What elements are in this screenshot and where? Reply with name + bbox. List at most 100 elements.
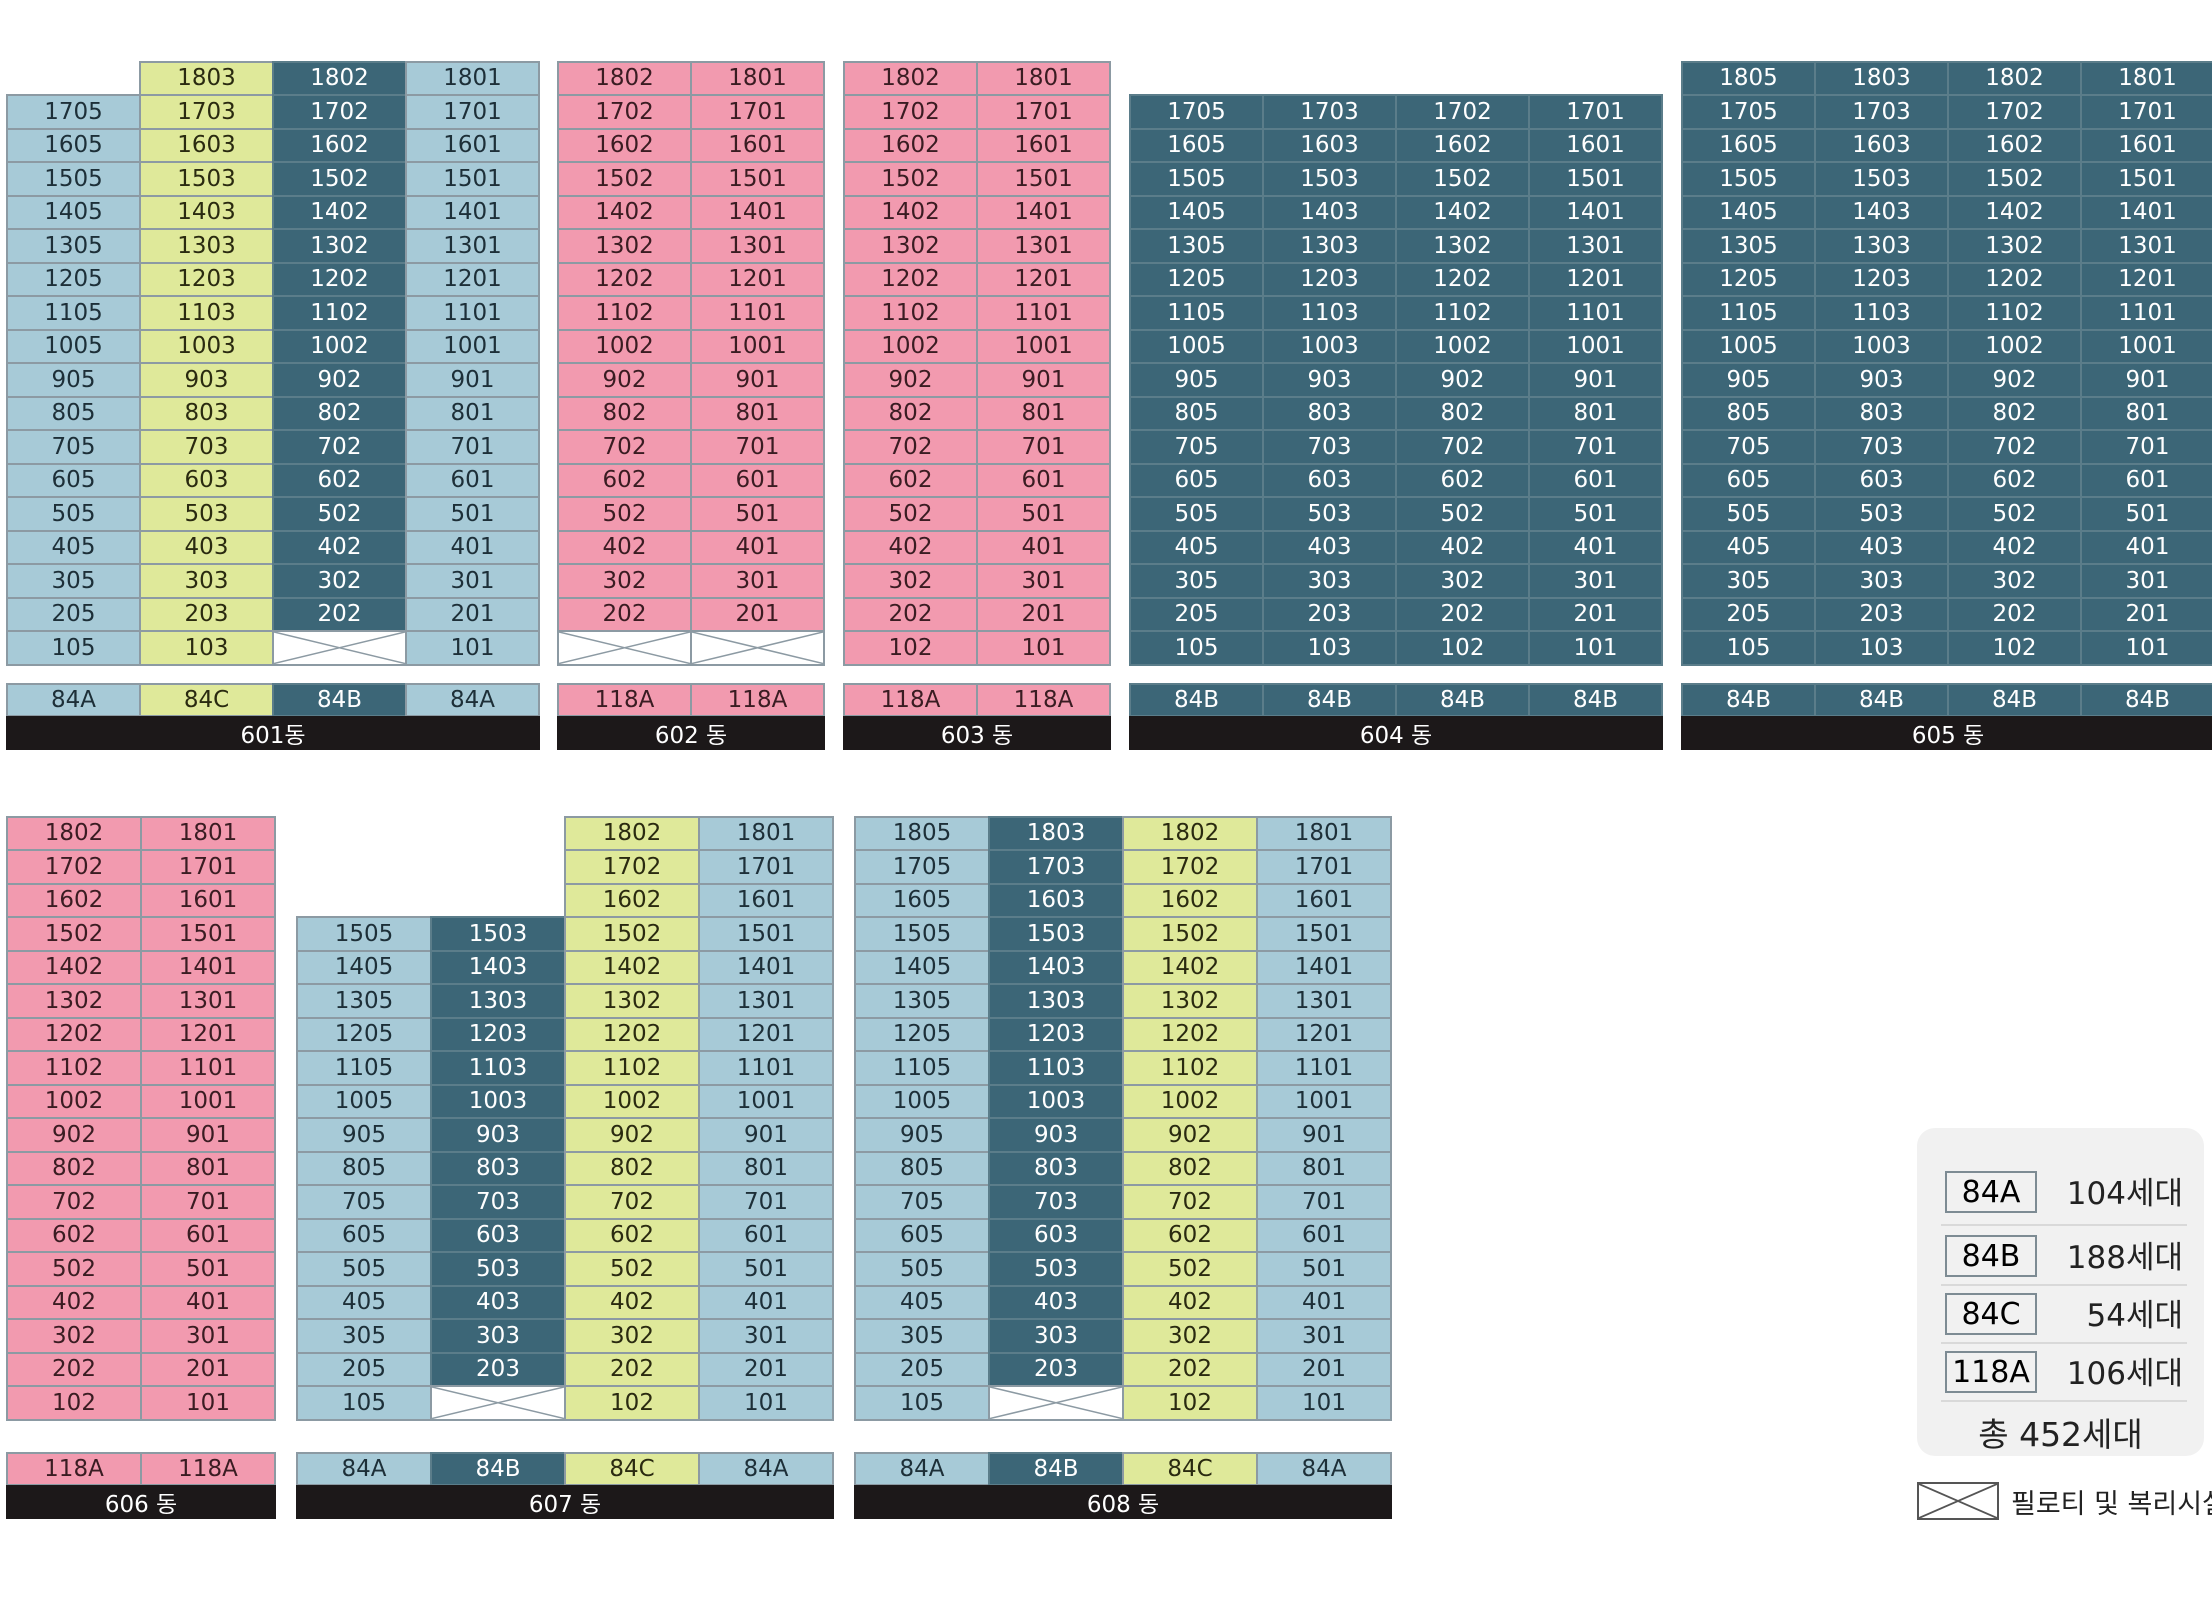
unit-cell: 1703 — [139, 94, 274, 130]
unit-cell: 602 — [272, 462, 407, 498]
unit-cell: 201 — [1528, 596, 1663, 632]
unit-type-cell: 84B — [1947, 683, 2082, 717]
unit-cell: 805 — [6, 395, 141, 431]
unit-cell: 1402 — [564, 949, 700, 985]
unit-cell: 703 — [430, 1184, 566, 1220]
unit-cell: 301 — [976, 563, 1111, 599]
unit-cell: 1401 — [140, 949, 276, 985]
unit-cell: 1305 — [854, 983, 990, 1019]
unit-cell: 1701 — [405, 94, 540, 130]
unit-cell: 302 — [843, 563, 978, 599]
unit-cell: 1801 — [140, 815, 276, 851]
unit-cell: 303 — [430, 1318, 566, 1354]
unit-cell: 701 — [1528, 429, 1663, 465]
unit-cell: 703 — [1262, 429, 1397, 465]
unit-cell: 1205 — [854, 1016, 990, 1052]
unit-cell: 1102 — [1947, 295, 2082, 331]
unit-cell: 1302 — [272, 228, 407, 264]
unit-cell: 1201 — [698, 1016, 834, 1052]
unit-cell: 1502 — [6, 916, 142, 952]
unit-cell: 1105 — [854, 1050, 990, 1086]
unit-cell: 1702 — [1122, 849, 1258, 885]
unit-cell: 1703 — [1262, 94, 1397, 130]
unit-cell: 1001 — [976, 328, 1111, 364]
unit-cell: 1603 — [139, 127, 274, 163]
unit-cell: 203 — [988, 1351, 1124, 1387]
unit-cell: 1603 — [1262, 127, 1397, 163]
unit-cell: 902 — [1947, 362, 2082, 398]
unit-cell: 1702 — [1395, 94, 1530, 130]
unit-cell: 905 — [854, 1117, 990, 1153]
unit-cell: 1203 — [988, 1016, 1124, 1052]
unit-cell: 601 — [1256, 1217, 1392, 1253]
unit-cell: 1301 — [976, 228, 1111, 264]
unit-cell: 1303 — [1262, 228, 1397, 264]
unit-type-cell: 84A — [854, 1452, 990, 1486]
unit-cell: 1505 — [1129, 161, 1264, 197]
unit-cell: 1301 — [405, 228, 540, 264]
unit-cell: 205 — [296, 1351, 432, 1387]
unit-cell: 201 — [140, 1351, 276, 1387]
unit-cell: 1503 — [139, 161, 274, 197]
unit-cell: 1701 — [1256, 849, 1392, 885]
unit-cell: 1703 — [1814, 94, 1949, 130]
unit-cell: 1702 — [1947, 94, 2082, 130]
unit-cell: 1405 — [1681, 194, 1816, 230]
unit-cell: 1405 — [854, 949, 990, 985]
unit-cell: 1005 — [296, 1083, 432, 1119]
unit-cell: 1702 — [557, 94, 692, 130]
unit-cell: 205 — [1681, 596, 1816, 632]
unit-cell: 302 — [6, 1318, 142, 1354]
unit-cell: 1002 — [1395, 328, 1530, 364]
unit-cell: 1105 — [1681, 295, 1816, 331]
unit-cell: 1801 — [698, 815, 834, 851]
unit-cell: 201 — [698, 1351, 834, 1387]
building-name-label: 604 동 — [1129, 716, 1663, 750]
unit-cell: 603 — [1262, 462, 1397, 498]
unit-cell: 803 — [988, 1150, 1124, 1186]
unit-cell: 102 — [1122, 1385, 1258, 1421]
pilotis-cross-icon — [432, 1387, 564, 1419]
unit-cell: 503 — [1262, 496, 1397, 532]
unit-cell: 105 — [1129, 630, 1264, 666]
unit-cell: 203 — [1262, 596, 1397, 632]
legend-count: 104세대 — [2066, 1176, 2183, 1212]
unit-cell: 1602 — [1122, 882, 1258, 918]
unit-cell: 1401 — [690, 194, 825, 230]
unit-cell: 1101 — [2080, 295, 2212, 331]
unit-cell: 1005 — [854, 1083, 990, 1119]
unit-cell: 1103 — [430, 1050, 566, 1086]
unit-cell: 305 — [6, 563, 141, 599]
unit-cell: 1201 — [2080, 261, 2212, 297]
unit-cell: 1701 — [1528, 94, 1663, 130]
unit-cell: 1502 — [557, 161, 692, 197]
unit-cell: 1602 — [1395, 127, 1530, 163]
unit-cell: 1502 — [1947, 161, 2082, 197]
unit-cell: 303 — [139, 563, 274, 599]
unit-cell: 905 — [6, 362, 141, 398]
unit-cell: 1401 — [405, 194, 540, 230]
unit-cell: 1301 — [690, 228, 825, 264]
unit-cell: 205 — [854, 1351, 990, 1387]
legend-count: 54세대 — [2086, 1298, 2184, 1334]
unit-cell: 505 — [296, 1251, 432, 1287]
unit-cell: 1403 — [1262, 194, 1397, 230]
unit-cell: 202 — [557, 596, 692, 632]
unit-cell: 505 — [854, 1251, 990, 1287]
unit-cell: 803 — [139, 395, 274, 431]
unit-cell: 401 — [405, 529, 540, 565]
unit-cell: 705 — [6, 429, 141, 465]
unit-cell: 1103 — [139, 295, 274, 331]
unit-cell: 1003 — [430, 1083, 566, 1119]
unit-cell: 802 — [272, 395, 407, 431]
unit-cell: 1701 — [140, 849, 276, 885]
unit-cell: 902 — [557, 362, 692, 398]
unit-cell: 1601 — [698, 882, 834, 918]
unit-cell: 1305 — [6, 228, 141, 264]
unit-cell: 1201 — [976, 261, 1111, 297]
unit-cell: 402 — [557, 529, 692, 565]
unit-cell: 103 — [1262, 630, 1397, 666]
unit-cell: 1601 — [976, 127, 1111, 163]
unit-cell: 1602 — [272, 127, 407, 163]
unit-cell: 1605 — [1681, 127, 1816, 163]
